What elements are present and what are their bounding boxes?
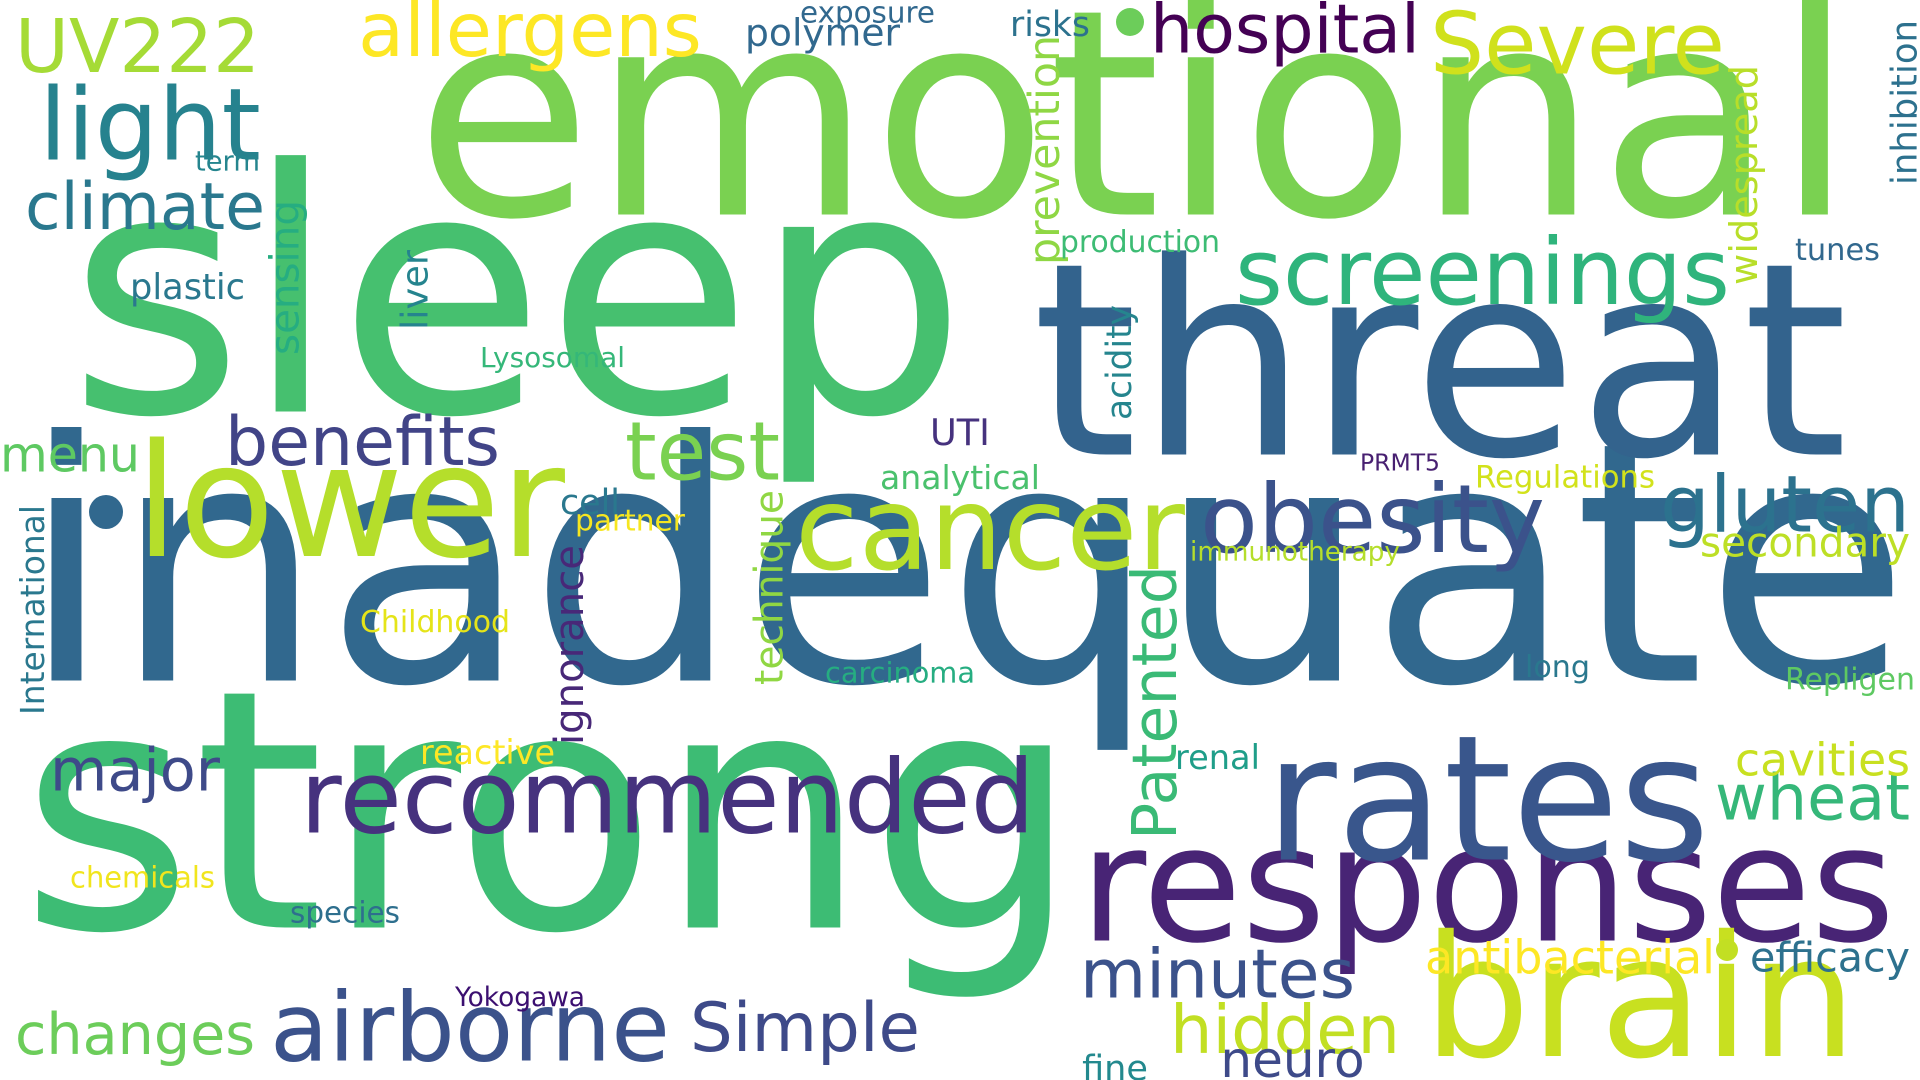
word-neuro: neuro: [1220, 1031, 1364, 1080]
word-plastic: plastic: [130, 267, 245, 308]
word-technique: technique: [748, 490, 793, 685]
word-species: species: [290, 896, 400, 930]
word-threat: threat: [1032, 207, 1848, 519]
word-lysosomal: Lysosomal: [480, 341, 625, 374]
word-patented: Patented: [1119, 565, 1191, 840]
word-minutes: minutes: [1080, 936, 1355, 1015]
word-inhibition: inhibition: [1885, 20, 1920, 185]
word-rates: rates: [1265, 699, 1710, 902]
dot-glyph: [89, 495, 123, 529]
word-responses: responses: [1080, 792, 1895, 979]
word-light: light: [39, 67, 261, 184]
word-fine: fine: [1082, 1049, 1148, 1080]
dot-glyph: [1116, 8, 1144, 36]
word-uv222: UV222: [15, 5, 260, 90]
word-sensing: sensing: [262, 200, 309, 355]
word-tunes: tunes: [1795, 233, 1880, 268]
word-production: production: [1060, 225, 1220, 260]
word-ignorance: ignorance: [547, 545, 593, 745]
word-climate: climate: [25, 170, 265, 245]
word-carcinoma: carcinoma: [825, 656, 975, 690]
word-long: long: [1525, 650, 1590, 685]
word-polymer: polymer: [745, 11, 900, 55]
word-term: term: [195, 147, 260, 178]
word-prevention: prevention: [1020, 35, 1070, 265]
word-simple: Simple: [690, 988, 920, 1067]
word-major: major: [50, 736, 221, 805]
word-hidden: hidden: [1170, 991, 1400, 1069]
word-acidity: acidity: [1100, 305, 1140, 420]
word-gluten: gluten: [1660, 460, 1910, 551]
word-uti: UTI: [930, 411, 990, 454]
word-prmt5: PRMT5: [1360, 449, 1440, 477]
word-analytical: analytical: [880, 458, 1040, 497]
word-reactive: reactive: [420, 733, 555, 772]
word-hospital: hospital: [1150, 0, 1420, 70]
word-secondary: secondary: [1700, 519, 1910, 567]
word-chemicals: chemicals: [70, 861, 215, 895]
word-antibacterial: antibacterial: [1425, 931, 1715, 985]
word-cancer: cancer: [795, 463, 1185, 597]
word-efficacy: efficacy: [1750, 934, 1910, 982]
word-benefits: benefits: [225, 403, 500, 482]
word-lower: lower: [135, 411, 565, 594]
word-brain: brain: [1423, 899, 1857, 1080]
word-test: test: [625, 406, 780, 500]
word-sleep: sleep: [68, 99, 967, 492]
word-obesity: obesity: [1200, 465, 1545, 575]
word-exposure: exposure: [800, 0, 935, 30]
word-risks: risks: [1010, 5, 1090, 45]
word-renal: renal: [1175, 738, 1260, 777]
word-menu: menu: [0, 427, 140, 484]
word-widespread: widespread: [1723, 65, 1767, 285]
word-strong: strong: [20, 619, 1080, 1007]
dot-glyph: [1716, 939, 1738, 961]
word-recommended: recommended: [300, 739, 1035, 857]
word-allergens: allergens: [358, 0, 702, 74]
word-cavities: cavities: [1735, 734, 1910, 787]
word-yokogawa: Yokogawa: [454, 982, 585, 1013]
word-severe: Severe: [1430, 0, 1725, 95]
word-partner: partner: [575, 503, 686, 538]
word-emotional: emotional: [415, 0, 1855, 283]
word-immunotherapy: immunotherapy: [1190, 538, 1400, 568]
word-regulations: Regulations: [1475, 460, 1655, 496]
word-changes: changes: [15, 1002, 255, 1068]
word-international: International: [13, 505, 52, 715]
word-childhood: Childhood: [360, 605, 510, 640]
word-airborne: airborne: [270, 972, 670, 1080]
word-wheat: wheat: [1715, 761, 1910, 835]
word-liver: liver: [394, 249, 437, 330]
word-repligen: Repligen: [1785, 663, 1915, 698]
word-inadequate: inadequate: [20, 371, 1910, 760]
word-cell: cell: [560, 483, 620, 523]
word-screenings: screenings: [1235, 219, 1730, 326]
